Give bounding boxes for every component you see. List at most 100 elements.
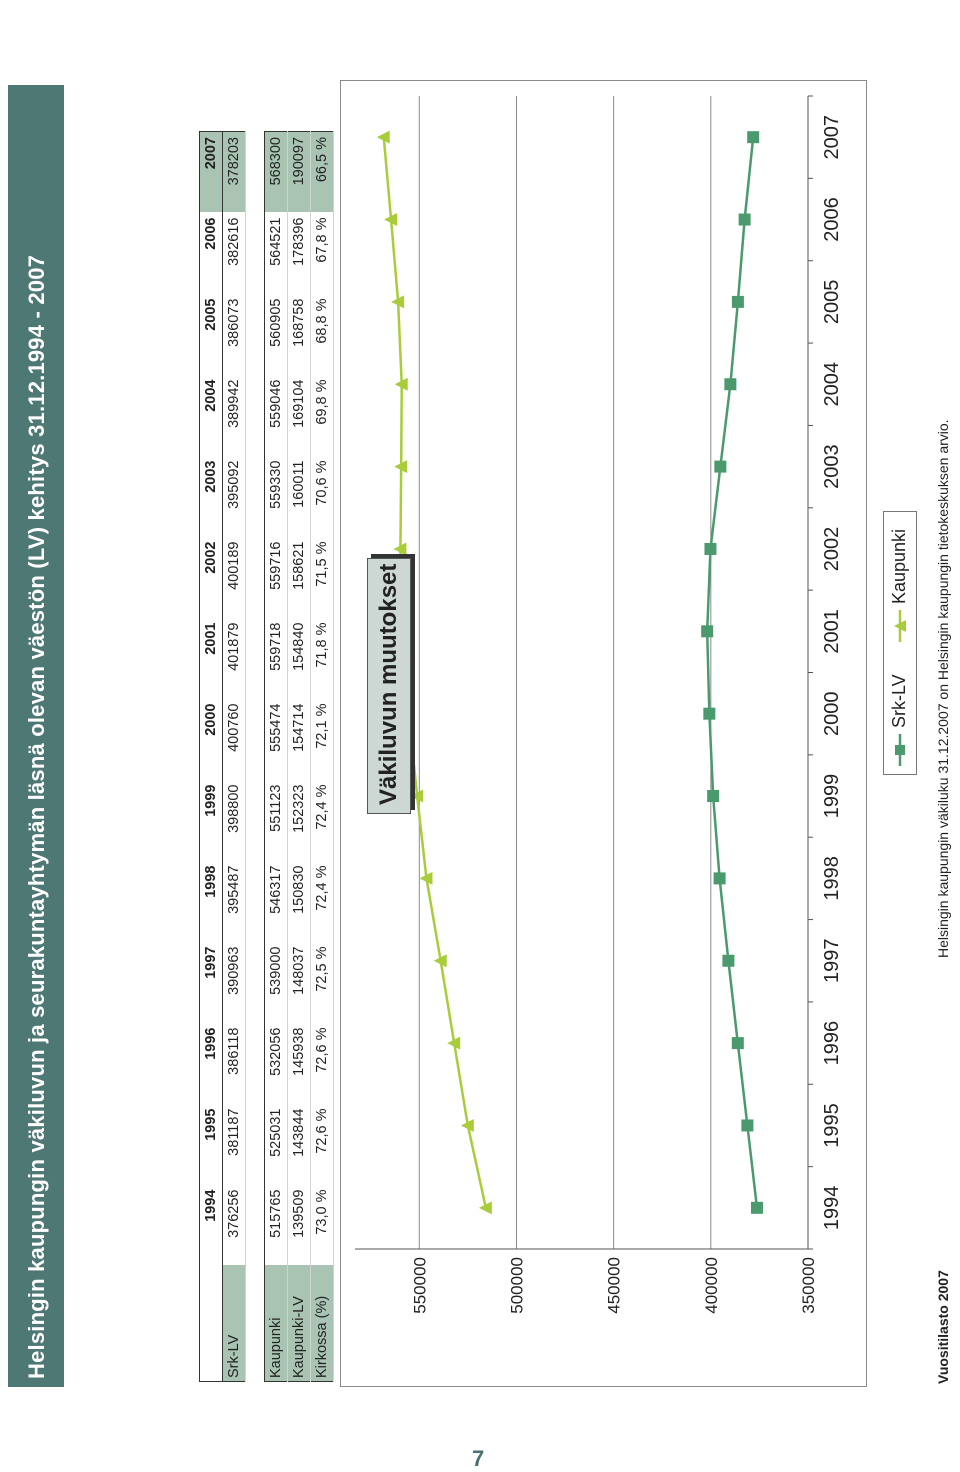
year-header: 1995: [199, 1103, 223, 1185]
row-label: Kirkossa (%): [310, 1265, 334, 1382]
table-cell: 551123: [264, 779, 288, 861]
chart-legend: Srk-LV Kaupunki: [883, 511, 917, 775]
table-cell: 72,5 %: [310, 941, 334, 1023]
data-point-triangle: [433, 954, 447, 968]
year-header: 2005: [199, 293, 223, 375]
x-tick-label: 2005: [821, 280, 843, 325]
row-label: Kaupunki: [264, 1265, 288, 1382]
data-point-triangle: [393, 542, 407, 556]
x-tick-label: 2000: [821, 691, 843, 736]
table-cell: 148037: [287, 941, 311, 1023]
data-point-square: [731, 295, 744, 308]
year-header: 2002: [199, 536, 223, 618]
year-header: 2001: [199, 617, 223, 699]
table-cell: 398800: [222, 779, 246, 861]
year-header: 1996: [199, 1022, 223, 1104]
table-cell: 154714: [287, 698, 311, 780]
y-tick-label: 550000: [410, 1257, 429, 1314]
table-cell: 72,1 %: [310, 698, 334, 780]
x-tick-label: 2004: [821, 362, 843, 407]
table-cell: 376256: [222, 1184, 246, 1266]
x-tick-label: 2001: [821, 609, 843, 654]
table-header-row: 1994 1995 1996 1997 1998 1999 2000 2001 2002 2003…: [199, 131, 223, 1382]
data-point-square: [714, 460, 727, 473]
data-point-triangle: [460, 1118, 474, 1132]
x-tick-label: 2007: [821, 115, 843, 160]
table-cell: 145938: [287, 1022, 311, 1104]
table-cell: 555474: [264, 698, 288, 780]
table-cell: 559716: [264, 536, 288, 618]
table-cell: 395092: [222, 455, 246, 537]
data-point-square: [750, 1201, 763, 1214]
table-cell: 152323: [287, 779, 311, 861]
srk-lv-table: 1994 1995 1996 1997 1998 1999 2000 2001 2002 2003…: [199, 131, 246, 1382]
x-tick-label: 1994: [821, 1186, 843, 1231]
x-tick-label: 2006: [821, 197, 843, 242]
table-cell: 382616: [222, 212, 246, 294]
data-point-square: [747, 131, 760, 144]
data-point-square: [724, 378, 737, 391]
y-tick-label: 500000: [507, 1257, 526, 1314]
row-label: Srk-LV: [222, 1265, 246, 1382]
footer-note: Helsingin kaupungin väkiluku 31.12.2007 …: [935, 419, 951, 958]
table-cell: 389942: [222, 374, 246, 456]
data-point-square: [738, 213, 751, 226]
year-header: 2006: [199, 212, 223, 294]
triangle-marker-icon: [894, 610, 906, 642]
chart-title: Väkiluvun muutokset: [375, 563, 402, 805]
table-cell: 560905: [264, 293, 288, 375]
table-cell: 400189: [222, 536, 246, 618]
table-cell: 67,8 %: [310, 212, 334, 294]
data-point-triangle: [384, 213, 398, 227]
table-cell: 386073: [222, 293, 246, 375]
table-cell: 378203: [222, 131, 246, 213]
data-point-triangle: [478, 1201, 492, 1215]
series-line-srk-lv: [705, 137, 759, 1208]
table-cell: 72,4 %: [310, 779, 334, 861]
data-point-triangle: [447, 1036, 461, 1050]
table-cell: 401879: [222, 617, 246, 699]
square-marker-icon: [895, 734, 905, 766]
table-cell: 525031: [264, 1103, 288, 1185]
table-cell: 168758: [287, 293, 311, 375]
year-header: 2000: [199, 698, 223, 780]
data-point-triangle: [376, 130, 390, 144]
data-point-triangle: [394, 377, 408, 391]
year-header: 2004: [199, 374, 223, 456]
page-title: Helsingin kaupungin väkiluvun ja seuraku…: [24, 254, 49, 1379]
table-corner-cell: [199, 1265, 223, 1382]
data-point-square: [722, 954, 735, 967]
table-cell: 559046: [264, 374, 288, 456]
page-number: 7: [472, 1446, 485, 1471]
table-cell: 143844: [287, 1103, 311, 1185]
line-chart: 350000 400000 450000 500000 550000 1994 1995 19…: [355, 95, 843, 1314]
table-cell: 400760: [222, 698, 246, 780]
year-header: 2003: [199, 455, 223, 537]
table-cell: 71,8 %: [310, 617, 334, 699]
data-point-triangle: [391, 295, 405, 309]
year-header: 1994: [199, 1184, 223, 1266]
table-row: Srk-LV 376256 381187 386118 390963 395487 3988…: [222, 131, 246, 1382]
title-bar: Helsingin kaupungin väkiluvun ja seuraku…: [8, 85, 64, 1387]
city-population-table: Kaupunki 515765 525031 532056 539000 546317 55…: [264, 131, 334, 1382]
table-cell: 381187: [222, 1103, 246, 1185]
table-cell: 70,6 %: [310, 455, 334, 537]
table-row: Kaupunki 515765 525031 532056 539000 546317 55…: [264, 131, 288, 1382]
year-header: 1998: [199, 860, 223, 942]
table-row: Kirkossa (%) 73,0 % 72,6 % 72,6 % 72,5 % 72,4…: [310, 131, 334, 1382]
x-tick-label: 2003: [821, 444, 843, 488]
x-tick-label: 1999: [821, 774, 843, 819]
x-tick-label: 1997: [821, 939, 843, 984]
legend-label-srk-lv: Srk-LV: [889, 674, 909, 728]
data-point-square: [731, 1037, 744, 1050]
chart-title-box: Väkiluvun muutokset: [367, 558, 411, 814]
table-cell: 395487: [222, 860, 246, 942]
table-cell: 68,8 %: [310, 293, 334, 375]
table-cell: 190097: [287, 131, 311, 213]
table-cell: 564521: [264, 212, 288, 294]
table-cell: 515765: [264, 1184, 288, 1266]
y-tick-label: 350000: [799, 1257, 818, 1314]
table-cell: 71,5 %: [310, 536, 334, 618]
table-cell: 532056: [264, 1022, 288, 1104]
table-cell: 72,6 %: [310, 1103, 334, 1185]
